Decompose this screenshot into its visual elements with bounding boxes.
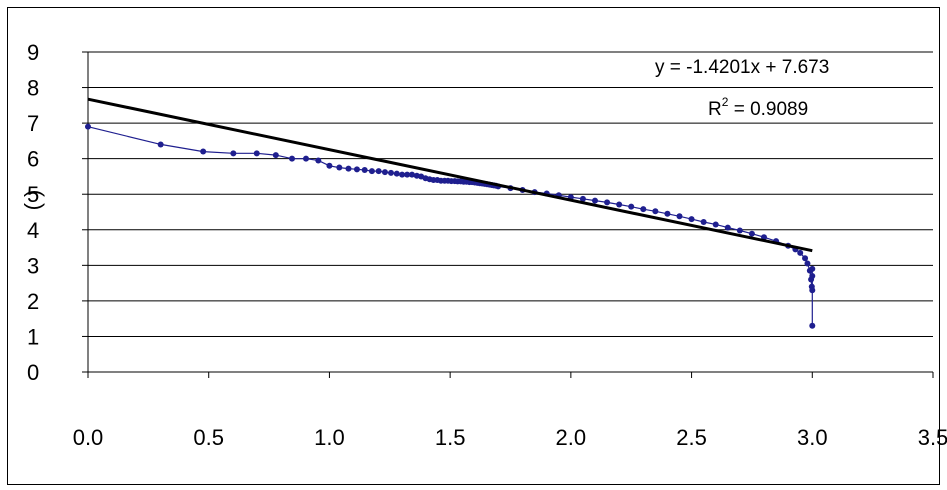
data-point: [303, 155, 310, 162]
data-point: [230, 150, 237, 157]
data-point: [399, 171, 406, 178]
data-point: [809, 265, 816, 272]
data-point: [387, 169, 394, 176]
data-point: [200, 148, 207, 155]
data-point: [592, 197, 598, 204]
trend-equation: y = -1.4201x + 7.673: [655, 57, 829, 78]
x-tick-label: 3.5: [918, 425, 947, 450]
data-point: [326, 162, 333, 169]
y-tick-labels: 0 1 2 3 4 5 6 7 8 9: [27, 40, 39, 385]
data-point: [809, 273, 816, 279]
data-point: [253, 150, 260, 157]
data-point: [809, 322, 816, 329]
x-tick-label: 0.5: [193, 425, 224, 450]
data-point: [804, 260, 811, 267]
data-point: [408, 171, 415, 178]
data-point: [712, 221, 719, 228]
data-point: [604, 199, 611, 206]
data-point: [579, 195, 586, 202]
data-point: [289, 155, 296, 162]
data-point: [640, 206, 647, 213]
data-point: [652, 208, 659, 215]
data-point: [381, 169, 388, 176]
data-point: [85, 123, 91, 130]
data-point: [361, 167, 368, 174]
data-point: [736, 227, 743, 234]
data-point: [748, 230, 755, 237]
data-point: [157, 141, 164, 148]
data-point: [628, 203, 635, 210]
data-point: [336, 164, 343, 171]
data-point: [404, 171, 411, 178]
gridlines: [88, 51, 933, 337]
data-point: [688, 216, 695, 223]
data-point: [616, 201, 623, 208]
y-tick-label: 0: [27, 360, 39, 385]
data-point: [345, 165, 352, 172]
trend-r2-suffix: = 0.9089: [728, 99, 808, 120]
y-tick-label: 7: [27, 111, 39, 136]
y-tick-label: 2: [27, 289, 39, 314]
y-tick-label: 8: [27, 76, 39, 101]
x-tick-label: 1.5: [435, 425, 466, 450]
y-axis-label: ( ): [20, 190, 45, 211]
data-point: [676, 213, 683, 220]
data-point: [664, 210, 671, 217]
data-point: [353, 166, 360, 173]
data-point: [393, 170, 400, 177]
data-point: [315, 157, 322, 164]
x-tick-label: 1.0: [314, 425, 345, 450]
data-point: [809, 287, 816, 294]
x-tick-label: 3.0: [797, 425, 828, 450]
data-point: [797, 249, 804, 256]
data-point: [375, 168, 382, 175]
x-tick-label: 2.0: [556, 425, 587, 450]
data-point: [700, 218, 707, 225]
data-point: [272, 152, 279, 159]
y-tick-label: 1: [27, 324, 39, 349]
x-tick-label: 0.0: [73, 425, 104, 450]
trendline: [87, 97, 813, 253]
data-point: [368, 168, 375, 175]
series-line: [87, 126, 813, 326]
x-tick-label: 2.5: [676, 425, 707, 450]
y-ticks: [82, 51, 88, 373]
trend-r2: R2 = 0.9089: [708, 95, 808, 120]
y-tick-label: 6: [27, 147, 39, 172]
x-ticks: [87, 372, 934, 378]
x-tick-labels: 0.0 0.5 1.0 1.5 2.0 2.5 3.0 3.5: [73, 425, 947, 450]
y-tick-label: 5: [27, 182, 39, 207]
trend-r2-sup: 2: [722, 95, 729, 109]
y-tick-label: 3: [27, 253, 39, 278]
trend-r2-prefix: R: [708, 99, 722, 120]
series-points: [85, 123, 816, 329]
y-tick-label: 9: [27, 40, 39, 65]
data-point: [802, 255, 809, 262]
y-tick-label: 4: [27, 218, 39, 243]
data-point: [724, 224, 731, 231]
